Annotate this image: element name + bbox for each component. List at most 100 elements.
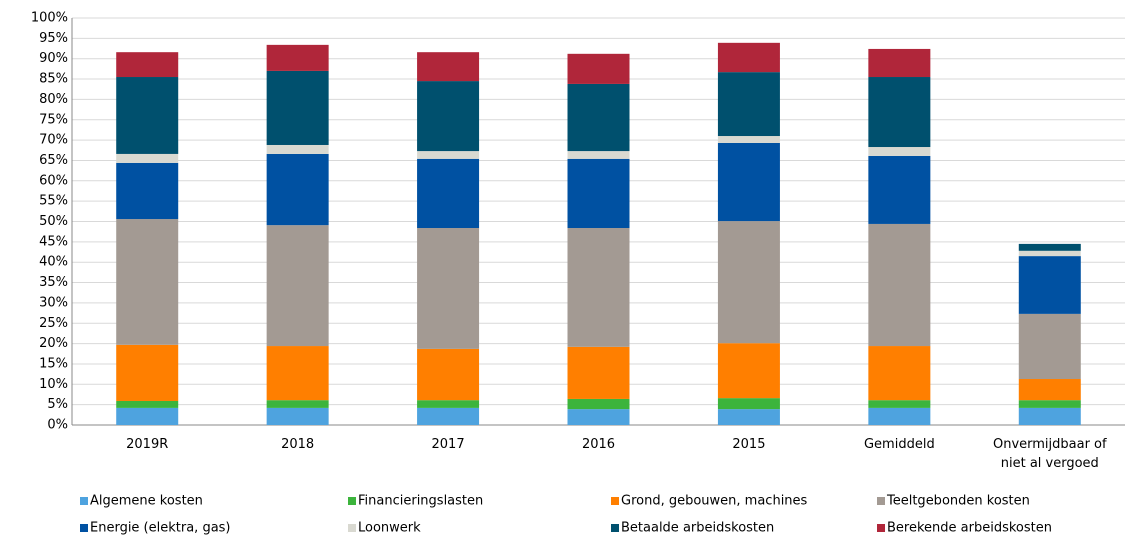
- y-tick-label: 10%: [39, 377, 68, 392]
- bar-segment: [868, 147, 931, 156]
- bar-segment: [266, 225, 329, 347]
- y-tick-label: 95%: [39, 31, 68, 46]
- bar-segment: [417, 407, 480, 425]
- bar-segment: [567, 398, 630, 410]
- legend-swatch: [611, 497, 619, 505]
- bar-segment: [567, 409, 630, 425]
- bar-segment: [266, 400, 329, 408]
- bar-segment: [116, 162, 179, 220]
- bar-segment: [116, 77, 179, 154]
- bar-segment: [417, 158, 480, 229]
- y-tick-label: 65%: [39, 153, 68, 168]
- y-tick-label: 100%: [31, 11, 68, 26]
- bar-segment: [1018, 400, 1081, 408]
- bar-segment: [116, 344, 179, 401]
- y-tick-label: 5%: [47, 397, 68, 412]
- bar-segment: [266, 153, 329, 226]
- legend-swatch: [877, 524, 885, 532]
- x-tick-label: 2017: [431, 437, 465, 452]
- legend-label: Berekende arbeidskosten: [887, 521, 1052, 536]
- legend-label: Teeltgebonden kosten: [886, 494, 1030, 509]
- y-tick-label: 30%: [39, 295, 68, 310]
- y-tick-label: 80%: [39, 92, 68, 107]
- y-tick-label: 75%: [39, 112, 68, 127]
- bar-segment: [1018, 407, 1081, 425]
- y-tick-label: 60%: [39, 173, 68, 188]
- x-tick-label: Gemiddeld: [863, 437, 935, 452]
- legend-swatch: [348, 524, 356, 532]
- legend-swatch: [611, 524, 619, 532]
- bar-segment: [567, 228, 630, 347]
- x-tick-label: 2016: [581, 437, 616, 452]
- bar-segment: [116, 219, 179, 345]
- bar-segment: [266, 407, 329, 425]
- bar-segment: [1018, 250, 1081, 257]
- y-tick-label: 40%: [39, 255, 68, 270]
- y-tick-label: 0%: [47, 418, 68, 433]
- bar-segment: [717, 136, 780, 143]
- legend-label: Loonwerk: [358, 521, 421, 536]
- bar-segment: [868, 48, 931, 78]
- bar-segment: [266, 44, 329, 71]
- bar-segment: [1018, 379, 1081, 401]
- bar-segment: [868, 77, 931, 148]
- y-tick-label: 85%: [39, 72, 68, 87]
- x-tick-label: 2015: [732, 437, 766, 452]
- bar-segment: [116, 153, 179, 163]
- y-tick-label: 35%: [39, 275, 68, 290]
- bar-segment: [266, 144, 329, 154]
- bar-segment: [717, 221, 780, 344]
- bar-segment: [417, 400, 480, 408]
- legend-label: Grond, gebouwen, machines: [621, 494, 808, 509]
- bar-segment: [868, 155, 931, 224]
- bar-segment: [567, 346, 630, 399]
- bar-segment: [868, 400, 931, 408]
- legend-swatch: [348, 497, 356, 505]
- bar-segment: [717, 398, 780, 410]
- bar-segment: [868, 407, 931, 425]
- bar-segment: [868, 346, 931, 401]
- bar-segment: [417, 52, 480, 82]
- x-tick-label: 2019R: [126, 437, 169, 452]
- bar-segment: [417, 348, 480, 401]
- y-tick-label: 20%: [39, 336, 68, 351]
- bar-segment: [717, 343, 780, 399]
- y-tick-label: 15%: [39, 356, 68, 371]
- y-tick-label: 50%: [39, 214, 68, 229]
- legend-swatch: [80, 497, 88, 505]
- bar-segment: [717, 42, 780, 73]
- legend-label: Algemene kosten: [90, 494, 203, 509]
- y-tick-label: 55%: [39, 194, 68, 209]
- y-tick-label: 70%: [39, 133, 68, 148]
- legend-swatch: [80, 524, 88, 532]
- bar-segment: [266, 346, 329, 401]
- bar-segment: [116, 400, 179, 408]
- bar-segment: [567, 53, 630, 84]
- bar-segment: [717, 409, 780, 425]
- bar-segment: [116, 407, 179, 425]
- bar-segment: [417, 81, 480, 152]
- bar-segment: [1018, 243, 1081, 251]
- bar-segment: [567, 158, 630, 229]
- y-tick-label: 90%: [39, 51, 68, 66]
- bar-segment: [266, 70, 329, 145]
- legend-swatch: [877, 497, 885, 505]
- bar-segment: [567, 151, 630, 159]
- legend-label: Financieringslasten: [358, 494, 483, 509]
- x-tick-label: Onvermijdbaar of niet al vergoed: [992, 437, 1107, 471]
- y-tick-label: 25%: [39, 316, 68, 331]
- bar-segment: [868, 223, 931, 347]
- x-tick-label: 2018: [281, 437, 315, 452]
- bar-segment: [1018, 256, 1081, 314]
- bar-segment: [717, 142, 780, 222]
- legend-label: Betaalde arbeidskosten: [621, 521, 774, 536]
- y-tick-label: 45%: [39, 234, 68, 249]
- bar-segment: [1018, 313, 1081, 380]
- bar-segment: [417, 151, 480, 159]
- bar-segment: [116, 52, 179, 78]
- bar-segment: [417, 228, 480, 349]
- bar-segment: [717, 72, 780, 137]
- legend-label: Energie (elektra, gas): [90, 521, 231, 536]
